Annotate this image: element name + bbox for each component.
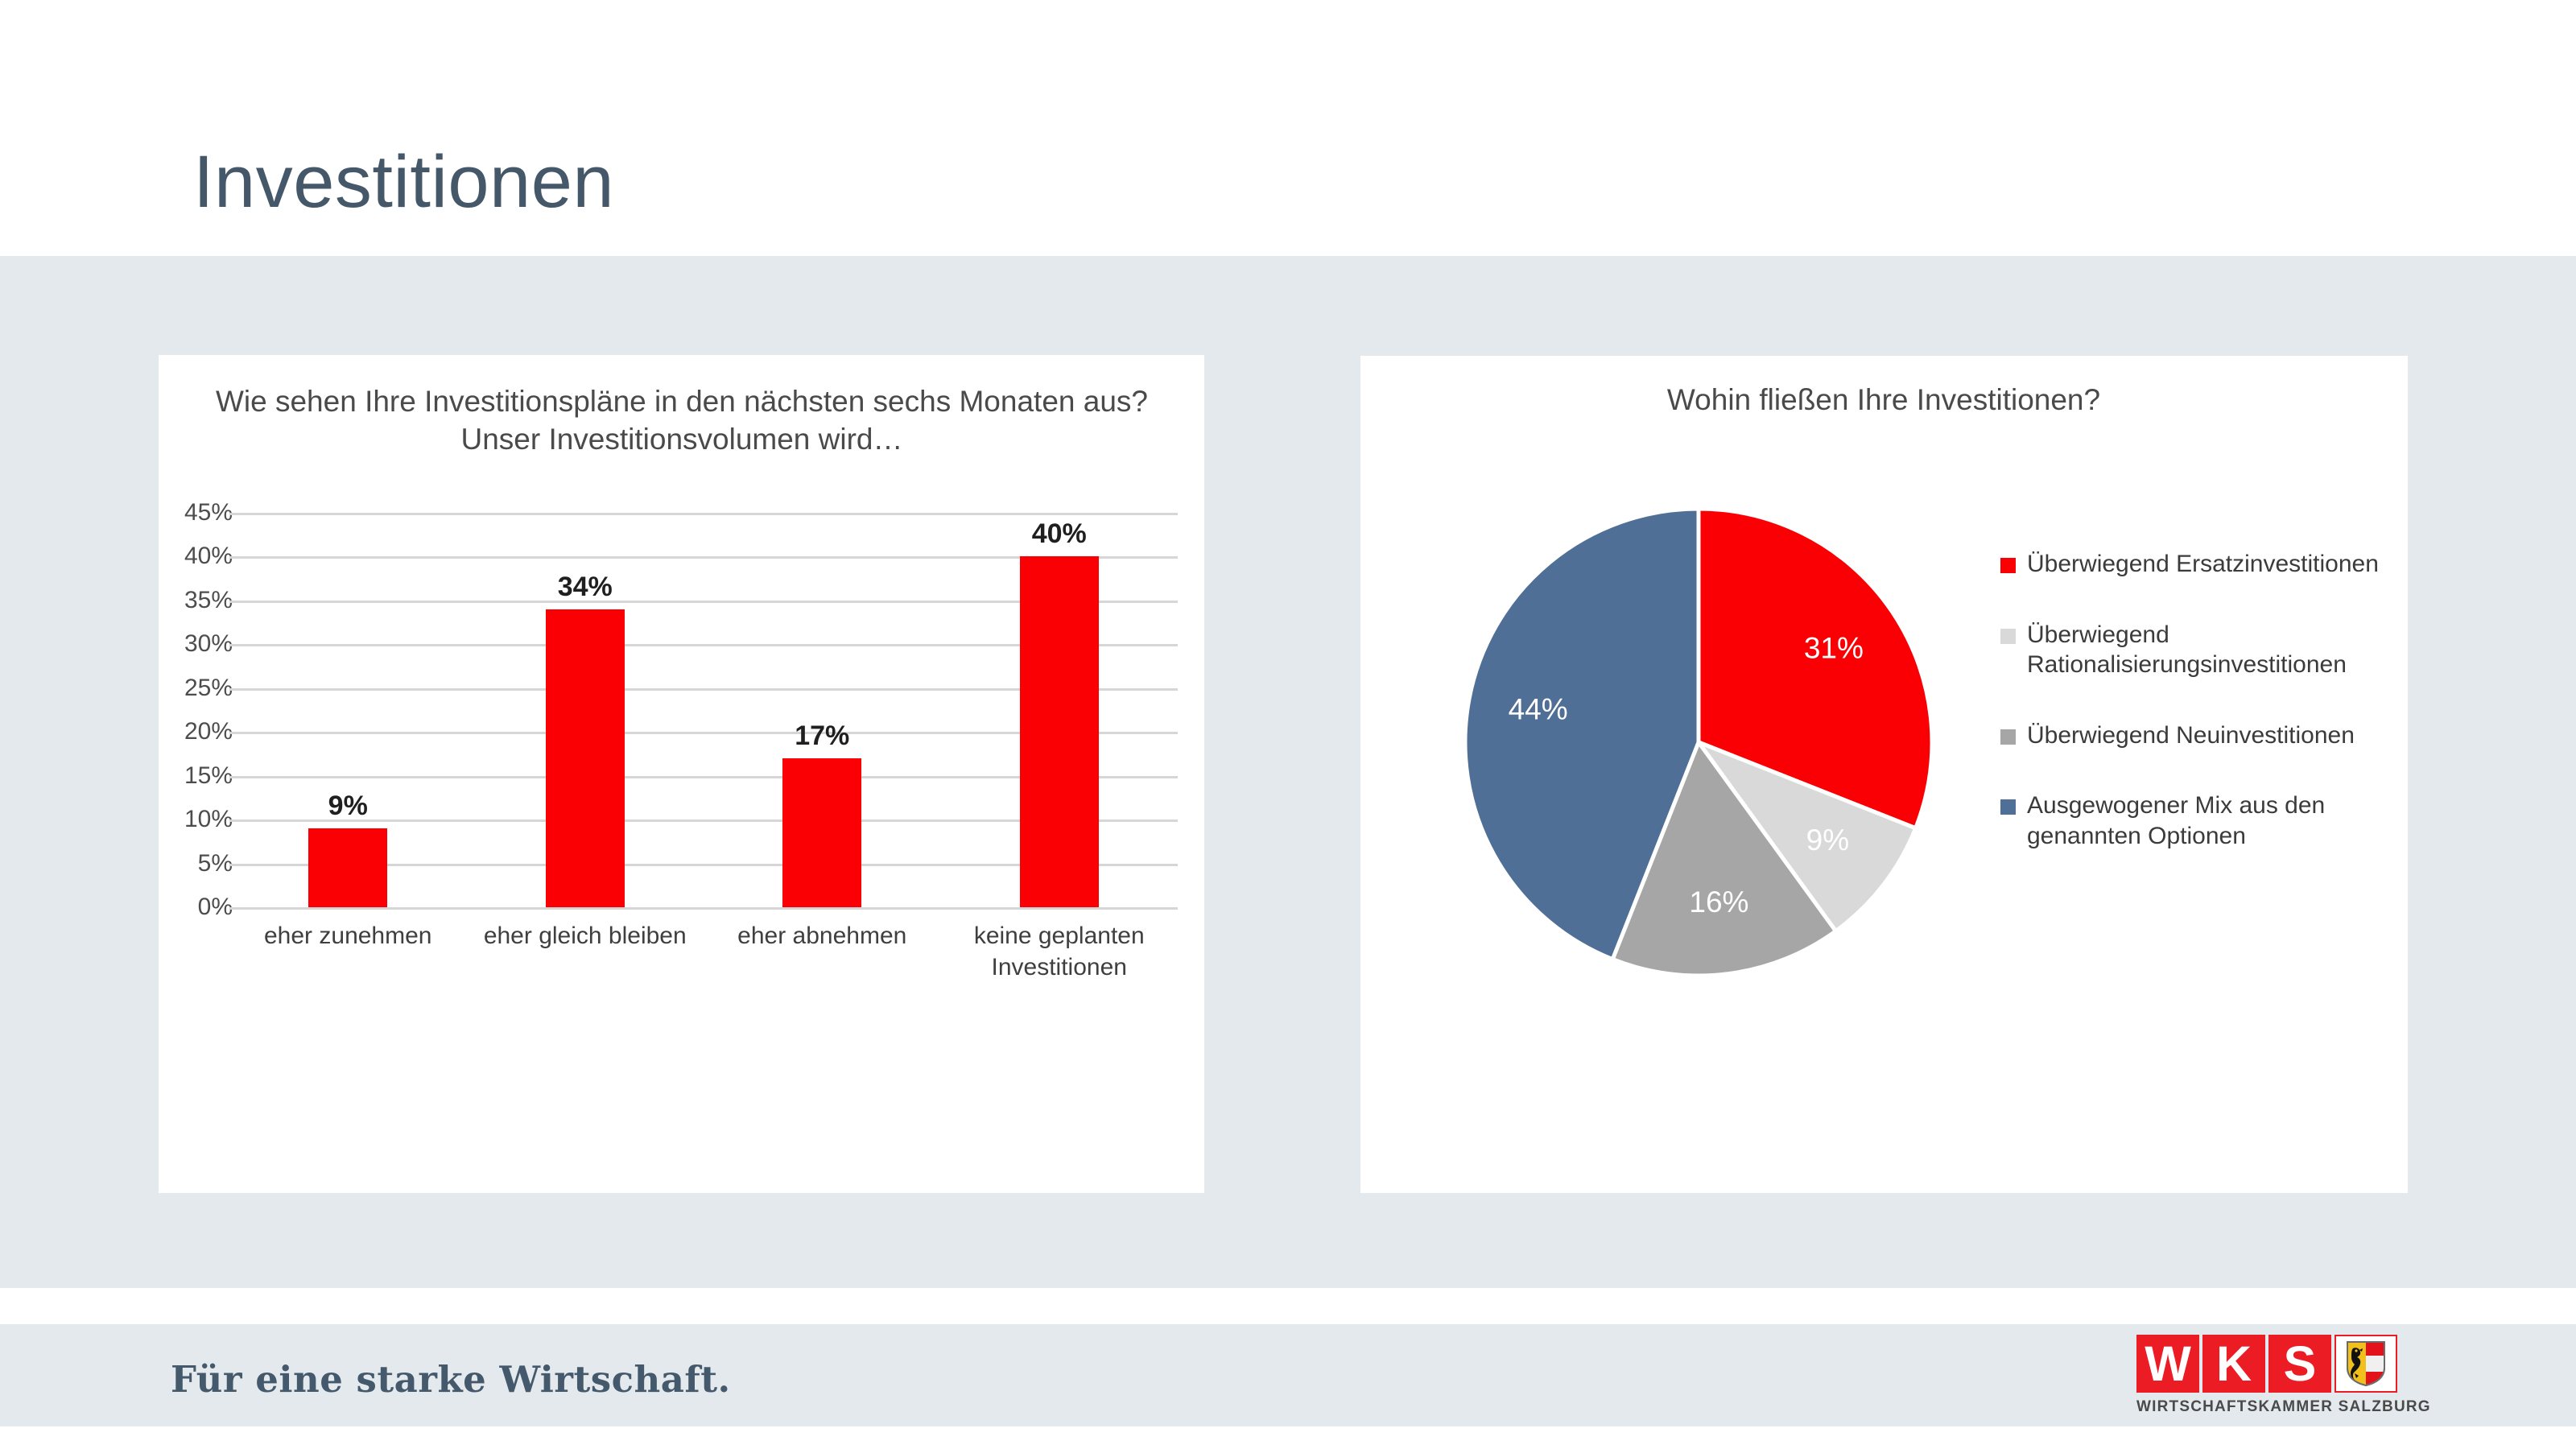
y-axis-tick-label: 10% — [184, 806, 233, 833]
wks-logo-row: W K S — [2136, 1335, 2415, 1393]
gridline — [229, 819, 1178, 823]
x-axis-tick-label: eher abnehmen — [737, 923, 907, 949]
bar-column: 34% — [545, 513, 625, 907]
legend-item-label: Überwiegend Rationalisierungsinvestition… — [2027, 621, 2347, 679]
y-axis-tick-label: 5% — [197, 849, 233, 877]
legend-item[interactable]: Überwiegend Neuinvestitionen — [2000, 720, 2379, 751]
y-axis-tick-label: 35% — [184, 586, 233, 613]
pie-chart-title: Wohin fließen Ihre Investitionen? — [1666, 383, 2101, 416]
gridline — [229, 600, 1178, 603]
y-axis-tick-label: 40% — [184, 543, 233, 570]
bottom-white-band — [0, 1426, 2576, 1449]
gridline — [229, 907, 1178, 910]
y-axis-tick-label: 20% — [184, 718, 233, 745]
legend-swatch-icon — [2000, 628, 2016, 644]
bar-value-label: 34% — [557, 571, 613, 602]
y-axis-tick-label: 0% — [197, 894, 233, 920]
pie-slice — [1463, 506, 1701, 962]
x-axis-tick-label: eher zunehmen — [264, 923, 432, 949]
pie-slice-value-label: 9% — [1806, 824, 1849, 857]
bar: 17% — [782, 720, 862, 907]
x-axis-tick-label: keine geplanten Investitionen — [973, 923, 1145, 980]
gridline — [229, 556, 1178, 559]
pie-slice — [1609, 737, 1839, 978]
page-title: Investitionen — [193, 140, 615, 223]
x-axis-tick-label: eher gleich bleiben — [483, 923, 687, 949]
logo-letter-k: K — [2202, 1335, 2265, 1393]
bar-chart-card: Wie sehen Ihre Investitionspläne in den … — [159, 355, 1204, 1193]
legend-item[interactable]: Überwiegend Rationalisierungsinvestition… — [2000, 620, 2379, 680]
legend-swatch-icon — [2000, 729, 2016, 745]
gridline — [229, 687, 1178, 691]
legend-swatch-icon — [2000, 558, 2016, 573]
gridline — [229, 863, 1178, 866]
y-axis-tick-label: 15% — [184, 762, 233, 789]
bar-value-label: 17% — [795, 720, 850, 751]
salzburg-coat-of-arms-icon — [2334, 1335, 2397, 1393]
gridline — [229, 513, 1178, 515]
wks-logo: W K S — [2136, 1335, 2431, 1420]
bar: 40% — [1019, 518, 1099, 907]
pie-slice-value-label: 44% — [1509, 693, 1568, 726]
logo-letter-w: W — [2136, 1335, 2199, 1393]
y-axis-tick-label: 45% — [184, 499, 233, 526]
legend-item-label: Überwiegend Ersatzinvestitionen — [2027, 551, 2379, 577]
bar-chart-plot-area: 9% 34% 17% 40% — [229, 513, 1178, 907]
legend-item[interactable]: Ausgewogener Mix aus den genannten Optio… — [2000, 791, 2379, 851]
logo-letter-s: S — [2268, 1335, 2331, 1393]
bar-chart-title: Wie sehen Ihre Investitionspläne in den … — [215, 385, 1148, 456]
y-axis-tick-label: 25% — [184, 674, 233, 701]
legend-item-label: Ausgewogener Mix aus den genannten Optio… — [2027, 792, 2326, 849]
bar-column: 17% — [782, 513, 862, 907]
footer-separator-band — [0, 1288, 2576, 1324]
logo-subtitle: WIRTSCHAFTSKAMMER SALZBURG — [2136, 1398, 2431, 1415]
bar: 34% — [545, 572, 625, 907]
pie-chart-graphic: 31% 9% 16% 44% — [1409, 452, 1988, 1032]
y-axis-tick-label: 30% — [184, 630, 233, 658]
bar-column: 9% — [308, 513, 388, 907]
pie-chart-legend: Überwiegend Ersatzinvestitionen Überwiege… — [2000, 549, 2379, 891]
legend-swatch-icon — [2000, 799, 2016, 815]
crest-svg — [2347, 1341, 2385, 1387]
bar-value-label: 9% — [328, 791, 368, 821]
gridline — [229, 775, 1178, 778]
bar-column: 40% — [1019, 513, 1099, 907]
bar: 9% — [308, 791, 388, 907]
pie-svg: 31% 9% 16% 44% — [1463, 506, 1934, 978]
bar-chart-y-axis: 45% 40% 35% 30% 25% 20% 15% 10% 5% 0% — [159, 499, 233, 920]
gridline — [229, 732, 1178, 735]
legend-item-label: Überwiegend Neuinvestitionen — [2027, 721, 2355, 749]
pie-slice-value-label: 31% — [1804, 632, 1864, 665]
footer-slogan: Für eine starke Wirtschaft. — [171, 1358, 731, 1401]
pie-slice-value-label: 16% — [1689, 886, 1748, 919]
pie-slice — [1692, 737, 1918, 935]
pie-slice — [1696, 506, 1934, 832]
legend-item[interactable]: Überwiegend Ersatzinvestitionen — [2000, 549, 2379, 580]
bar-value-label: 40% — [1031, 518, 1087, 550]
pie-chart-card: Wohin fließen Ihre Investitionen? 31% 9% 1… — [1360, 356, 2408, 1193]
gridline — [229, 644, 1178, 647]
